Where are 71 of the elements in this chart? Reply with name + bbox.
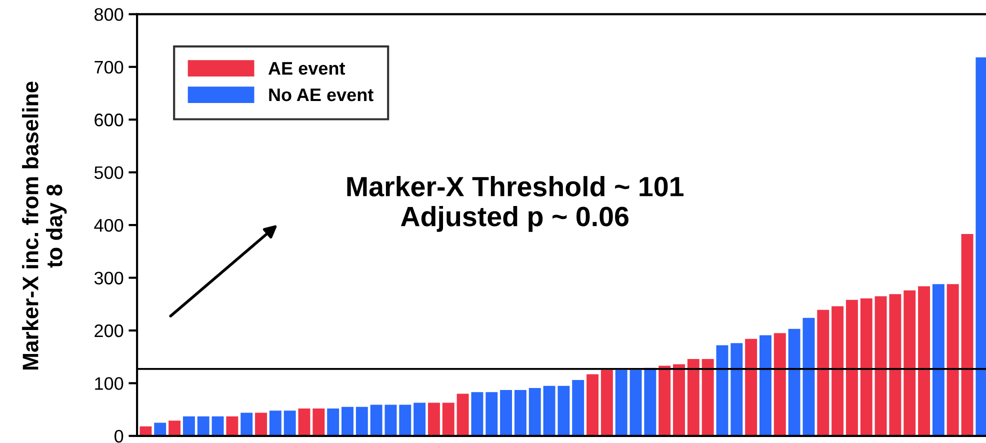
bar: [428, 402, 440, 436]
bar: [904, 290, 916, 436]
legend-label: No AE event: [269, 88, 374, 102]
bar: [212, 416, 224, 436]
bar: [889, 294, 902, 436]
bar: [817, 310, 830, 436]
bar: [586, 374, 598, 436]
y-tick-label: 0: [114, 430, 124, 443]
bar: [456, 394, 469, 436]
bar: [687, 358, 700, 436]
bar: [615, 370, 628, 436]
y-tick-label: 200: [94, 324, 124, 338]
bar: [874, 296, 887, 436]
bar: [154, 422, 166, 436]
bar: [918, 286, 930, 436]
y-tick-label: 600: [94, 114, 124, 126]
bar: [832, 306, 844, 436]
bar: [370, 404, 382, 436]
bar: [658, 366, 671, 436]
bar: [730, 343, 743, 436]
legend-label: AE event: [268, 62, 346, 75]
bar: [500, 390, 512, 436]
bar: [284, 410, 296, 436]
y-tick-label: 500: [94, 166, 124, 180]
annotation: Marker-X Threshold ~ 101 Adjusted p ~ 0.06: [347, 176, 684, 232]
bar: [312, 408, 325, 436]
bar: [399, 404, 412, 436]
bar: [630, 370, 642, 436]
bar: [745, 338, 758, 436]
bar: [182, 416, 195, 436]
y-tick-label: 700: [94, 60, 124, 74]
bar: [486, 392, 498, 436]
bar: [774, 333, 786, 436]
bar: [240, 412, 253, 436]
bar: [298, 408, 310, 436]
y-tick-label: 300: [94, 272, 124, 284]
bar: [572, 380, 584, 436]
bar: [759, 335, 772, 436]
bar: [644, 368, 656, 436]
bar: [673, 364, 685, 436]
bar: [946, 284, 959, 436]
y-tick-label: 400: [94, 218, 124, 232]
y-tick-label: 100: [95, 377, 124, 390]
bar: [384, 404, 397, 436]
bar: [514, 390, 526, 436]
bar: [528, 388, 541, 436]
bar: [558, 386, 570, 436]
bar: [471, 392, 484, 436]
bar: [255, 412, 267, 436]
bar: [327, 408, 340, 436]
bar: [932, 284, 944, 436]
bar: [846, 300, 858, 436]
bar: [269, 410, 282, 436]
y-axis-title: Marker-X inc. from baseline to day 8: [22, 82, 67, 370]
y-tick-label: 800: [94, 8, 124, 21]
bar: [197, 416, 210, 436]
bar: [860, 298, 872, 436]
bar: [543, 386, 556, 436]
bar: [788, 328, 800, 436]
bar: [140, 426, 152, 436]
bar: [414, 402, 426, 436]
bar: [442, 402, 454, 436]
bar: [168, 420, 181, 436]
bar: [356, 406, 368, 436]
bar: [342, 406, 354, 436]
bar: [702, 358, 714, 436]
bar: [802, 318, 815, 436]
bar: [961, 234, 974, 436]
bar: [600, 370, 613, 436]
bar: [716, 345, 728, 436]
bar: [226, 416, 238, 436]
